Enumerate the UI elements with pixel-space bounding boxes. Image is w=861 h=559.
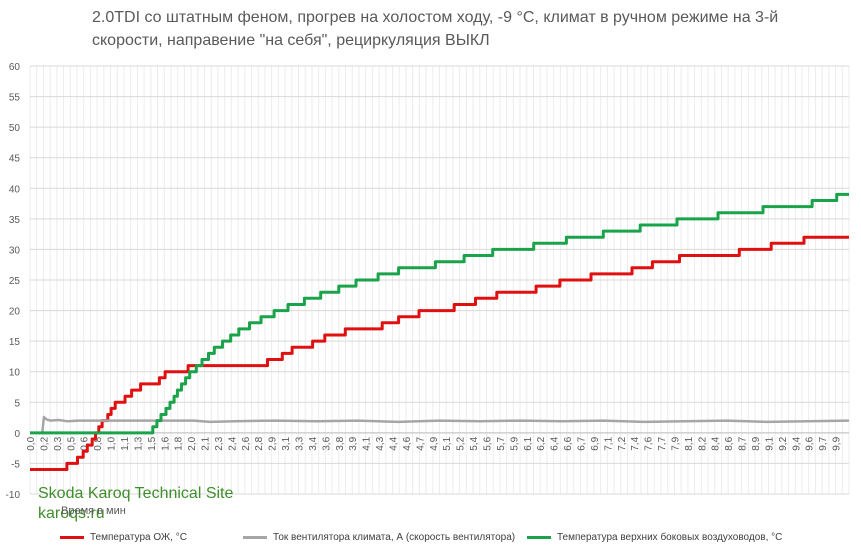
x-tick-label: 8,6 bbox=[724, 436, 735, 450]
y-tick-label: 40 bbox=[9, 184, 21, 195]
watermark-url: karoqs.ru bbox=[38, 505, 105, 522]
x-tick-label: 4,3 bbox=[375, 436, 386, 450]
x-tick-label: 7,9 bbox=[670, 436, 681, 450]
legend-item: Ток вентилятора климата, А (скорость вен… bbox=[243, 532, 515, 543]
legend-item: Температура верхних боковых воздуховодов… bbox=[527, 532, 782, 543]
watermark-site-name: Skoda Karoq Technical Site bbox=[38, 485, 234, 502]
x-tick-label: 0,0 bbox=[26, 436, 37, 450]
legend-item: Температура ОЖ, °C bbox=[60, 532, 187, 543]
x-tick-label: 4,4 bbox=[389, 436, 400, 450]
x-tick-label: 5,6 bbox=[482, 436, 493, 450]
x-tick-label: 2,0 bbox=[187, 436, 198, 450]
x-tick-label: 0,3 bbox=[53, 436, 64, 450]
x-tick-label: 9,4 bbox=[791, 436, 802, 450]
x-tick-label: 6,1 bbox=[523, 436, 534, 450]
x-tick-label: 1,6 bbox=[160, 436, 171, 450]
x-tick-label: 1,5 bbox=[147, 436, 158, 450]
x-tick-label: 6,6 bbox=[563, 436, 574, 450]
x-tick-label: 0,2 bbox=[39, 436, 50, 450]
x-tick-label: 3,6 bbox=[321, 436, 332, 450]
x-tick-label: 5,2 bbox=[456, 436, 467, 450]
x-tick-label: 2,6 bbox=[241, 436, 252, 450]
x-tick-label: 6,9 bbox=[590, 436, 601, 450]
y-tick-label: 35 bbox=[9, 215, 21, 226]
y-tick-label: 45 bbox=[9, 154, 21, 165]
x-tick-label: 7,7 bbox=[657, 436, 668, 450]
x-tick-label: 8,4 bbox=[711, 436, 722, 450]
y-tick-label: 15 bbox=[9, 337, 21, 348]
y-tick-label: 10 bbox=[9, 368, 21, 379]
y-tick-label: 50 bbox=[9, 123, 21, 134]
watermark: Skoda Karoq Technical Site karoqs.ru bbox=[38, 484, 233, 524]
x-tick-label: 2,8 bbox=[254, 436, 265, 450]
x-tick-label: 2,9 bbox=[268, 436, 279, 450]
y-tick-label: -5 bbox=[11, 459, 20, 470]
x-tick-label: 0,5 bbox=[66, 436, 77, 450]
x-tick-label: 3,4 bbox=[308, 436, 319, 450]
x-tick-label: 5,1 bbox=[442, 436, 453, 450]
x-tick-label: 1,0 bbox=[107, 436, 118, 450]
legend-label: Температура верхних боковых воздуховодов… bbox=[557, 532, 783, 543]
legend-swatch bbox=[243, 536, 267, 539]
x-tick-label: 7,6 bbox=[644, 436, 655, 450]
series-line bbox=[30, 415, 850, 435]
y-tick-label: 55 bbox=[9, 93, 21, 104]
x-tick-label: 9,9 bbox=[832, 436, 843, 450]
x-axis-label: Время в мин bbox=[61, 505, 126, 517]
x-tick-label: 3,3 bbox=[295, 436, 306, 450]
legend-swatch bbox=[60, 536, 84, 539]
x-tick-label: 8,1 bbox=[684, 436, 695, 450]
x-tick-label: 9,6 bbox=[805, 436, 816, 450]
x-tick-label: 3,9 bbox=[348, 436, 359, 450]
x-tick-label: 9,7 bbox=[818, 436, 829, 450]
x-tick-label: 2,4 bbox=[227, 436, 238, 450]
legend: Температура ОЖ, °C Ток вентилятора климат… bbox=[0, 532, 861, 552]
x-tick-label: 1,8 bbox=[174, 436, 185, 450]
x-tick-label: 1,3 bbox=[133, 436, 144, 450]
y-tick-label: 25 bbox=[9, 276, 21, 287]
x-tick-label: 3,1 bbox=[281, 436, 292, 450]
x-tick-label: 9,1 bbox=[764, 436, 775, 450]
x-tick-label: 4,1 bbox=[362, 436, 373, 450]
x-tick-label: 7,4 bbox=[630, 436, 641, 450]
y-tick-label: 30 bbox=[9, 245, 21, 256]
y-tick-label: -10 bbox=[6, 490, 21, 501]
x-tick-label: 7,1 bbox=[603, 436, 614, 450]
x-tick-label: 7,2 bbox=[617, 436, 628, 450]
x-tick-label: 0,8 bbox=[93, 436, 104, 450]
x-tick-label: 2,3 bbox=[214, 436, 225, 450]
x-tick-label: 6,2 bbox=[536, 436, 547, 450]
series-line bbox=[30, 192, 849, 435]
x-tick-label: 4,9 bbox=[429, 436, 440, 450]
x-tick-label: 5,4 bbox=[469, 436, 480, 450]
x-tick-label: 1,1 bbox=[120, 436, 131, 450]
x-tick-label: 3,8 bbox=[335, 436, 346, 450]
x-tick-label: 5,7 bbox=[496, 436, 507, 450]
x-tick-label: 2,1 bbox=[201, 436, 212, 450]
y-tick-label: 60 bbox=[9, 62, 21, 73]
chart-title: 2.0TDI со штатным феном, прогрев на холо… bbox=[92, 9, 779, 49]
y-tick-label: 5 bbox=[14, 398, 20, 409]
x-tick-label: 4,7 bbox=[415, 436, 426, 450]
x-tick-label: 8,2 bbox=[697, 436, 708, 450]
y-tick-label: 0 bbox=[14, 429, 20, 440]
x-tick-label: 6,7 bbox=[576, 436, 587, 450]
x-tick-label: 8,9 bbox=[751, 436, 762, 450]
y-tick-label: 20 bbox=[9, 307, 21, 318]
x-tick-label: 0,6 bbox=[80, 436, 91, 450]
legend-label: Температура ОЖ, °C bbox=[90, 532, 187, 543]
x-tick-label: 6,4 bbox=[550, 436, 561, 450]
x-tick-label: 4,6 bbox=[402, 436, 413, 450]
legend-swatch bbox=[527, 536, 551, 539]
legend-label: Ток вентилятора климата, А (скорость вен… bbox=[273, 532, 516, 543]
x-tick-label: 5,9 bbox=[509, 436, 520, 450]
x-tick-label: 9,2 bbox=[778, 436, 789, 450]
x-tick-label: 8,7 bbox=[738, 436, 749, 450]
